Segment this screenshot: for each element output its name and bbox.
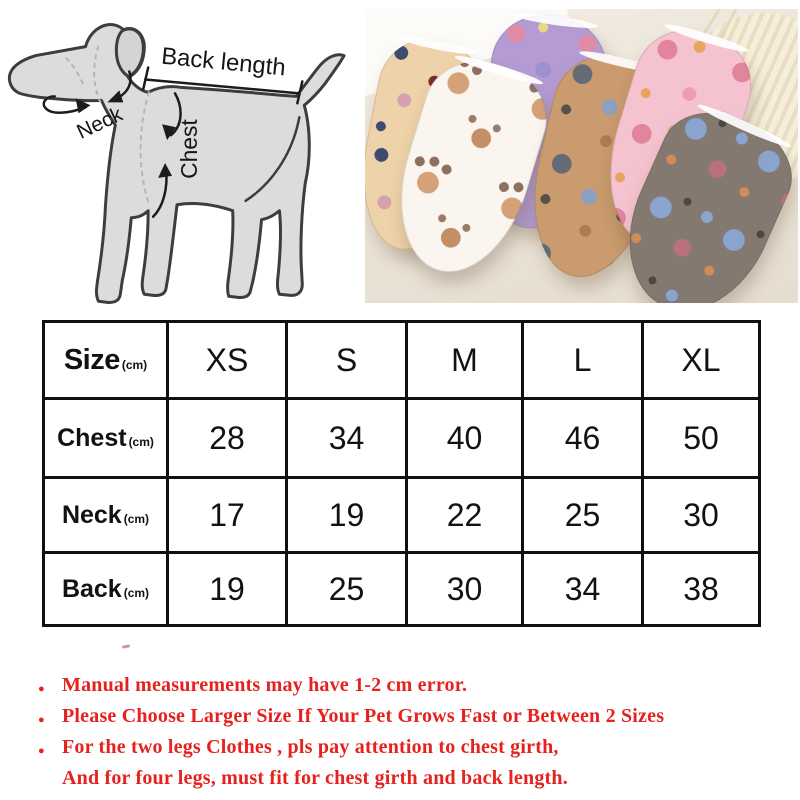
size-table: Size (cm) XS S M L XL Chest (cm) 28 34 40 … [42,320,761,627]
size-header-m: M [405,320,524,400]
neck-arrow-left-curve [42,95,87,114]
unit-label: (cm) [121,357,148,372]
back-m: 30 [405,551,524,627]
chest-arrowhead-up [158,162,173,178]
dog-measurement-diagram: Back length Neck Chest [7,23,346,304]
neck-dashed-line [93,45,102,103]
chest-arrow-top-curve [169,92,182,137]
chest-xs: 28 [166,397,288,479]
row-label-neck: Neck (cm) [42,476,169,554]
neck-s: 19 [285,476,408,554]
bullet-icon: ● [38,714,45,726]
note-text: Please Choose Larger Size If Your Pet Gr… [62,705,665,727]
cheek-dashed-line [64,56,85,86]
note-text: Manual measurements may have 1-2 cm erro… [62,674,468,696]
neck-xl: 30 [641,476,761,554]
dog-body-outline [7,23,346,304]
back-xs: 19 [166,551,288,627]
neck-l: 25 [521,476,644,554]
size-label: Size [63,343,121,376]
back-s: 25 [285,551,408,627]
size-header-l: L [521,320,644,400]
neck-xs: 17 [166,476,288,554]
note-line-3: ● For the two legs Clothes , pls pay atte… [38,736,768,758]
note-text: And for four legs, must fit for chest gi… [62,767,568,789]
back-l: 34 [521,551,644,627]
chest-l: 46 [521,397,644,479]
size-header-xl: XL [641,320,761,400]
neck-arrowhead-left [107,90,124,103]
note-line-1: ● Manual measurements may have 1-2 cm err… [38,674,768,696]
back-xl: 38 [641,551,761,627]
table-row-back: Back (cm) 19 25 30 34 38 [42,551,761,627]
neck-arrowhead-right [75,98,91,114]
chest-s: 34 [285,397,408,479]
row-label-chest: Chest (cm) [42,397,169,479]
back-length-line [143,78,301,95]
table-row-chest: Chest (cm) 28 34 40 46 50 [42,397,761,479]
note-line-2: ● Please Choose Larger Size If Your Pet G… [38,705,768,727]
size-header-s: S [285,320,408,400]
table-row-neck: Neck (cm) 17 19 22 25 30 [42,476,761,554]
product-photo [365,9,798,303]
size-header-xs: XS [166,320,288,400]
bullet-icon: ● [38,745,45,757]
chest-girth-dashed-line [139,91,151,206]
size-notes: ● Manual measurements may have 1-2 cm err… [38,674,768,798]
table-header-row: Size (cm) XS S M L XL [42,320,761,400]
chest-m: 40 [405,397,524,479]
dog-thigh-line [244,116,301,203]
row-label-back: Back (cm) [42,551,169,627]
table-corner-cell: Size (cm) [42,320,169,400]
dog-ear [114,27,145,78]
back-length-label: Back length [160,43,287,82]
bullet-icon: ● [38,683,45,695]
note-line-4: ●And for four legs, must fit for chest g… [38,767,768,789]
back-length-tick-right [296,80,304,105]
chest-arrowhead-down [162,124,177,141]
chest-xl: 50 [641,397,761,479]
chest-label: Chest [176,119,202,179]
note-text: For the two legs Clothes , pls pay atten… [62,736,559,758]
back-length-tick-left [141,66,150,91]
neck-m: 22 [405,476,524,554]
stray-mark [121,644,131,649]
